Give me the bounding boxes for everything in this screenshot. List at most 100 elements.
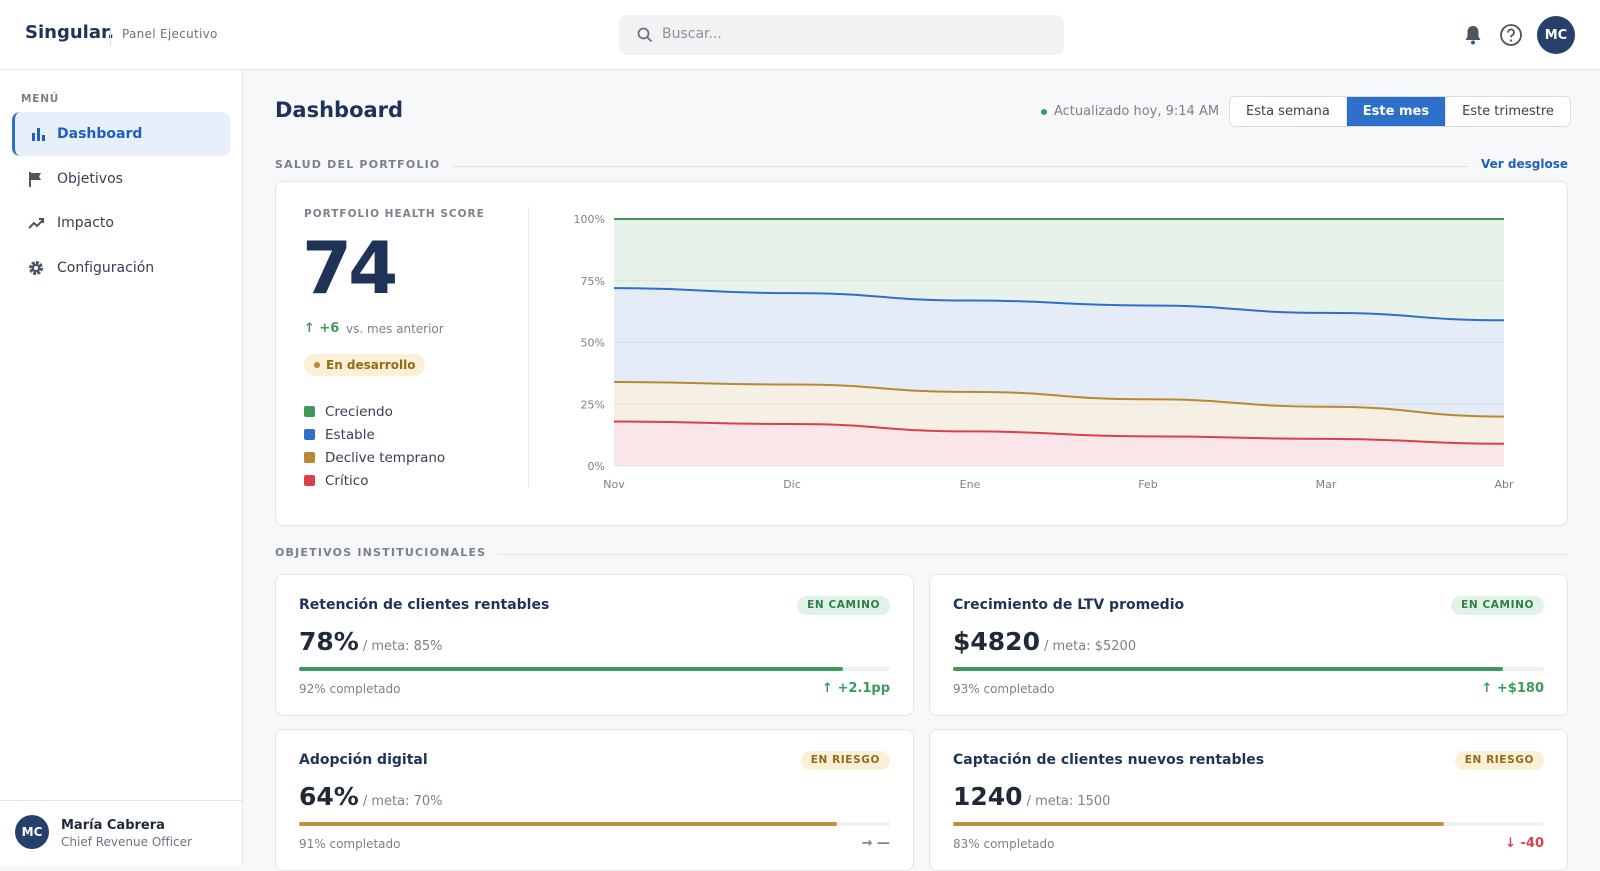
y-tick-label: 100% (574, 213, 605, 226)
area-chart: 0% 25% 50% 75% 100% Nov Dic Ene Feb Mar Abr (574, 213, 1514, 491)
progress-track (299, 822, 890, 826)
divider (528, 206, 529, 488)
y-tick-label: 50% (581, 337, 605, 350)
updated-time: Actualizado hoy, 9:14 AM (1041, 104, 1219, 119)
health-card: PORTFOLIO HEALTH SCORE 74 ↑ +6 vs. mes a… (275, 181, 1568, 526)
objective-target: / meta: $5200 (1043, 639, 1137, 654)
search-icon (637, 27, 653, 43)
nav: Dashboard Objetivos Impacto Configuración (12, 112, 230, 290)
header: Singular. Panel Ejecutivo Buscar... MC (0, 0, 1600, 70)
search-placeholder: Buscar... (662, 26, 722, 42)
x-tick-label: Abr (1494, 478, 1514, 491)
nav-icon (28, 218, 44, 229)
period-button[interactable]: Esta semana (1230, 97, 1347, 126)
sidebar: MENÚ Dashboard Objetivos Impacto Configurac… (0, 70, 243, 866)
objective-title: Adopción digital (299, 752, 428, 768)
help-icon[interactable] (1499, 23, 1523, 47)
main: Dashboard Actualizado hoy, 9:14 AM Esta … (243, 70, 1600, 871)
period-selector: Esta semana Este mes Este trimestre (1229, 96, 1571, 127)
user-role: Chief Revenue Officer (61, 835, 192, 849)
score-change-note: vs. mes anterior (346, 322, 444, 336)
nav-item[interactable]: Configuración (12, 246, 230, 290)
score: 74 (302, 226, 398, 310)
area-line (613, 381, 1505, 418)
nav-item[interactable]: Dashboard (12, 112, 230, 156)
area (614, 382, 1504, 444)
progress-label: 92% completado (299, 682, 401, 696)
objective-title: Crecimiento de LTV promedio (953, 597, 1185, 613)
legend-label: Crítico (325, 472, 369, 489)
page-title: Dashboard (275, 98, 404, 122)
logo[interactable]: Singular. (25, 22, 115, 43)
notifications-icon[interactable] (1462, 24, 1484, 46)
app-subtitle: Panel Ejecutivo (122, 27, 218, 41)
section-rule (275, 554, 1568, 555)
legend-swatch (304, 406, 315, 417)
objective-status: EN CAMINO (1451, 596, 1544, 615)
objective-status: EN RIESGO (800, 751, 890, 770)
objective-status: EN CAMINO (797, 596, 890, 615)
legend-swatch (304, 452, 315, 463)
objective-card[interactable]: Crecimiento de LTV promedio EN CAMINO $482… (929, 574, 1568, 716)
y-tick-label: 75% (581, 275, 605, 288)
progress-bar (299, 667, 843, 671)
objective-delta: ↓ -40 (1505, 836, 1544, 851)
nav-icon (29, 260, 43, 275)
y-tick-label: 25% (581, 398, 605, 411)
objective-card[interactable]: Adopción digital EN RIESGO 64% / meta: 70% 9… (275, 729, 914, 871)
objective-value-row: 64% / meta: 70% (299, 782, 443, 811)
area (614, 219, 1504, 321)
objective-value-row: 1240/ meta: 1500 (953, 782, 1110, 811)
nav-item[interactable]: Impacto (12, 201, 230, 245)
objective-delta: ↑ +2.1pp (822, 681, 890, 696)
objective-title: Retención de clientes rentables (299, 597, 550, 613)
y-tick-label: 0% (588, 460, 605, 473)
objective-value-row: $4820/ meta: $5200 (953, 627, 1136, 656)
legend-label: Creciendo (325, 403, 393, 420)
nav-label: Objetivos (57, 170, 123, 187)
objective-value: $4820 (953, 627, 1040, 656)
x-tick-label: Mar (1316, 478, 1337, 491)
objective-title: Captación de clientes nuevos rentables (953, 752, 1265, 768)
nav-icon (32, 128, 45, 141)
x-tick-label: Nov (603, 478, 625, 491)
period-button[interactable]: Este trimestre (1462, 104, 1554, 119)
progress-bar (299, 822, 837, 826)
legend-item: Crítico (304, 469, 445, 492)
nav-item[interactable]: Objetivos (12, 157, 230, 201)
objective-target: / meta: 85% (362, 639, 443, 654)
legend-label: Estable (325, 426, 375, 443)
progress-track (299, 667, 890, 671)
menu-label: MENÚ (21, 93, 60, 105)
breakdown-link[interactable]: Ver desglose (1469, 157, 1568, 171)
legend-swatch (304, 429, 315, 440)
legend-label: Declive temprano (325, 449, 446, 466)
user-avatar[interactable]: MC (1537, 16, 1575, 54)
objective-value: 78% (299, 627, 359, 656)
objective-value-row: 78% / meta: 85% (299, 627, 443, 656)
progress-track (953, 822, 1544, 826)
score-change: ↑ +6 (304, 321, 340, 336)
period-button[interactable]: Este mes (1346, 97, 1447, 126)
section-title: OBJETIVOS INSTITUCIONALES (275, 546, 499, 559)
legend-swatch (304, 475, 315, 486)
section-header: OBJETIVOS INSTITUCIONALES (275, 546, 1568, 564)
nav-label: Configuración (57, 259, 155, 276)
progress-label: 93% completado (953, 682, 1055, 696)
objective-target: / meta: 70% (362, 794, 443, 809)
score-label: PORTFOLIO HEALTH SCORE (304, 208, 485, 220)
objective-delta: → — (861, 836, 890, 851)
objective-status: EN RIESGO (1454, 751, 1544, 770)
status-pill: En desarrollo (304, 354, 426, 376)
x-tick-label: Ene (960, 478, 981, 491)
user-name: María Cabrera (61, 818, 165, 833)
progress-bar (953, 822, 1444, 826)
objective-card[interactable]: Captación de clientes nuevos rentables EN… (929, 729, 1568, 871)
progress-label: 83% completado (953, 837, 1055, 851)
x-tick-label: Dic (783, 478, 801, 491)
search-box[interactable]: Buscar... (619, 15, 1064, 55)
nav-label: Impacto (57, 215, 114, 231)
objective-card[interactable]: Retención de clientes rentables EN CAMINO… (275, 574, 914, 716)
progress-bar (953, 667, 1503, 671)
